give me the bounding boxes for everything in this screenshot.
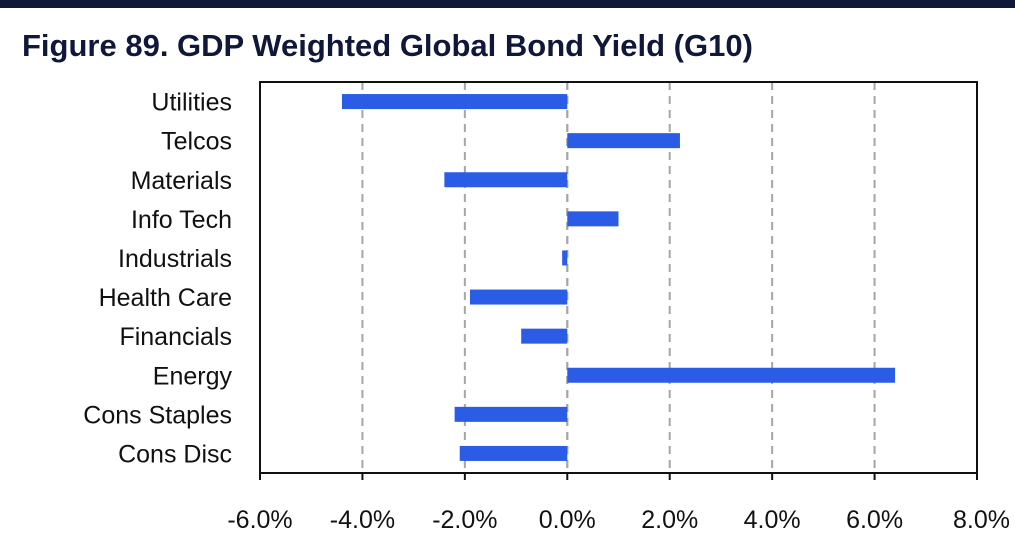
top-rule: [0, 0, 1015, 8]
x-tick-label: 4.0%: [744, 506, 801, 534]
category-label: Cons Staples: [83, 401, 232, 429]
category-label: Telcos: [161, 128, 232, 156]
x-tick-label: 0.0%: [539, 506, 596, 534]
bar-utilities: [341, 94, 568, 110]
x-tick-labels: -6.0% -4.0% -2.0% 0.0% 2.0% 4.0% 6.0% 8.0%: [227, 473, 1010, 534]
category-label: Energy: [153, 362, 233, 390]
plot-frame: [259, 81, 978, 474]
bar-info-tech: [567, 211, 619, 227]
bar-cons-staples: [454, 406, 568, 422]
x-tick-label: 8.0%: [953, 506, 1010, 534]
bar-financials: [521, 328, 568, 344]
category-label: Industrials: [118, 245, 232, 273]
category-labels: Utilities Telcos Materials Info Tech Industr…: [83, 89, 232, 469]
x-tick-label: 2.0%: [641, 506, 698, 534]
x-tick-label: -2.0%: [432, 506, 497, 534]
category-label: Materials: [131, 167, 232, 195]
category-label: Cons Disc: [118, 440, 232, 468]
bar-industrials: [562, 250, 568, 266]
chart-title: Figure 89. GDP Weighted Global Bond Yiel…: [22, 28, 753, 63]
category-label: Info Tech: [131, 206, 232, 234]
category-label: Financials: [119, 323, 232, 351]
bar-energy: [567, 367, 896, 383]
bar-telcos: [567, 133, 680, 149]
bar-health-care: [469, 289, 568, 305]
bar-materials: [444, 172, 568, 188]
x-tick-label: 6.0%: [846, 506, 903, 534]
category-label: Utilities: [151, 89, 232, 117]
x-tick-label: -6.0%: [227, 506, 292, 534]
bar-cons-disc: [459, 445, 568, 461]
x-tick-label: -4.0%: [330, 506, 395, 534]
category-label: Health Care: [99, 284, 232, 312]
bars: [341, 94, 896, 461]
